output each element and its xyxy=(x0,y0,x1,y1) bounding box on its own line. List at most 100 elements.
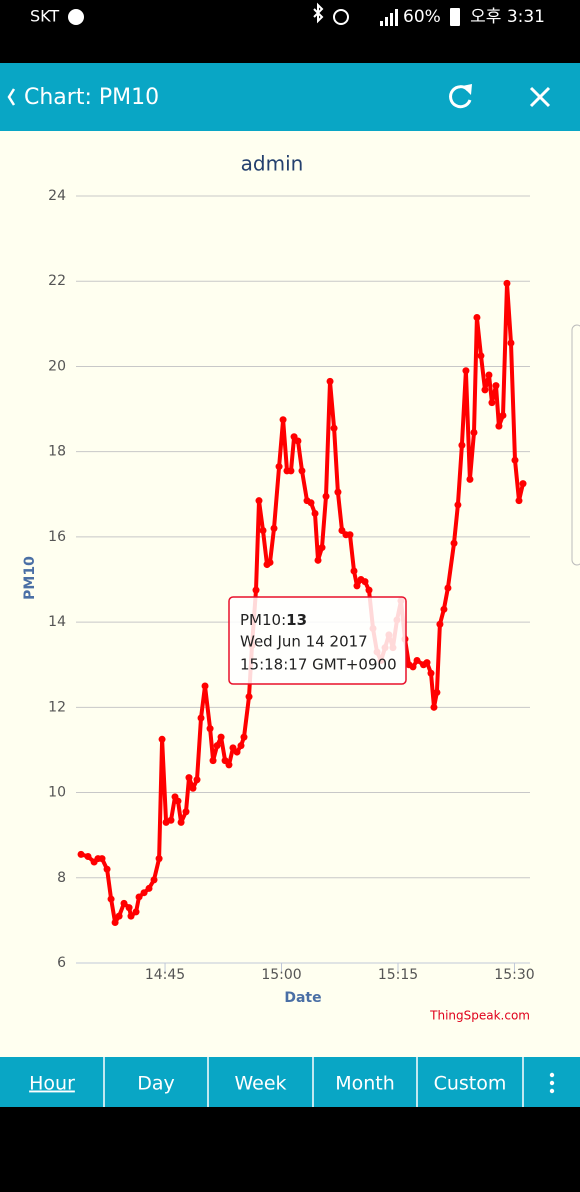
data-point xyxy=(423,659,431,667)
data-point xyxy=(365,586,373,594)
carrier: SKT xyxy=(30,7,59,26)
battery-level: 60% xyxy=(403,7,441,27)
data-point xyxy=(233,748,241,756)
data-point xyxy=(158,735,166,743)
data-point xyxy=(177,818,185,826)
app-title: Chart: PM10 xyxy=(24,85,159,110)
data-point xyxy=(135,893,143,901)
tooltip-date: Wed Jun 14 2017 xyxy=(240,633,368,651)
tooltip-series: PM10: xyxy=(240,611,286,629)
data-point xyxy=(266,558,274,566)
tab[interactable]: Month xyxy=(335,1073,395,1095)
data-point xyxy=(259,526,267,534)
data-point xyxy=(287,467,295,475)
data-point xyxy=(206,725,214,733)
data-point xyxy=(155,855,163,863)
data-point xyxy=(150,876,158,884)
data-point xyxy=(409,663,417,671)
data-point xyxy=(503,279,511,287)
data-point xyxy=(193,776,201,784)
chart-background xyxy=(0,131,580,1057)
tooltip: PM10:13 Wed Jun 14 2017 15:18:17 GMT+0900 xyxy=(228,596,407,685)
data-point xyxy=(454,501,462,509)
data-point xyxy=(350,567,358,575)
data-point xyxy=(252,586,260,594)
data-point xyxy=(481,386,489,394)
data-point xyxy=(120,899,128,907)
tab[interactable]: Hour xyxy=(29,1073,75,1095)
data-point xyxy=(115,912,123,920)
y-tick-label: 24 xyxy=(48,188,66,204)
data-point xyxy=(275,463,283,471)
alarm-icon xyxy=(333,9,349,25)
data-point xyxy=(225,761,233,769)
x-tick-label: 15:15 xyxy=(378,967,418,983)
data-point xyxy=(444,584,452,592)
tooltip-line: PM10:13 xyxy=(240,611,307,629)
data-point xyxy=(245,693,253,701)
refresh-button[interactable] xyxy=(449,84,472,109)
data-point xyxy=(466,475,474,483)
y-tick-label: 18 xyxy=(48,444,66,460)
data-point xyxy=(145,884,153,892)
data-point xyxy=(477,352,485,360)
more-button[interactable] xyxy=(549,1072,555,1094)
data-point xyxy=(318,544,326,552)
tab[interactable]: Custom xyxy=(434,1073,507,1095)
tab-bar xyxy=(0,1057,580,1107)
data-point xyxy=(450,539,458,547)
y-tick-label: 10 xyxy=(48,785,66,801)
data-point xyxy=(427,669,435,677)
data-point xyxy=(326,377,334,385)
data-point xyxy=(307,499,315,507)
data-point xyxy=(473,313,481,321)
y-tick-label: 22 xyxy=(48,273,66,289)
data-point xyxy=(488,399,496,407)
x-tick-label: 15:00 xyxy=(261,967,301,983)
bluetooth-icon xyxy=(313,2,324,24)
data-point xyxy=(240,733,248,741)
data-point xyxy=(314,556,322,564)
data-point xyxy=(440,605,448,613)
y-tick-label: 12 xyxy=(48,699,66,715)
data-point xyxy=(189,784,197,792)
data-point xyxy=(201,682,209,690)
data-point xyxy=(237,742,245,750)
y-tick-label: 8 xyxy=(57,870,66,886)
data-point xyxy=(270,524,278,532)
data-point xyxy=(330,424,338,432)
data-point xyxy=(174,797,182,805)
data-point xyxy=(495,422,503,430)
clock: 오후 3:31 xyxy=(470,7,545,27)
data-point xyxy=(132,908,140,916)
x-tick-label: 14:45 xyxy=(145,967,185,983)
close-button[interactable] xyxy=(529,86,551,108)
data-point xyxy=(511,456,519,464)
credit[interactable]: ThingSpeak.com xyxy=(429,1009,530,1023)
back-button[interactable] xyxy=(7,88,16,106)
data-point xyxy=(311,509,319,517)
data-point xyxy=(470,428,478,436)
data-point xyxy=(515,497,523,505)
data-point xyxy=(140,889,148,897)
data-point xyxy=(519,480,527,488)
data-point xyxy=(485,371,493,379)
data-point xyxy=(353,582,361,590)
data-point xyxy=(111,919,119,927)
battery-icon xyxy=(450,8,460,26)
tab[interactable]: Day xyxy=(137,1073,175,1095)
data-point xyxy=(185,774,193,782)
data-point xyxy=(127,912,135,920)
data-point xyxy=(334,488,342,496)
data-point xyxy=(197,714,205,722)
tab[interactable]: Week xyxy=(234,1073,286,1095)
data-point xyxy=(433,688,441,696)
x-tick-label: 15:30 xyxy=(494,967,534,983)
tooltip-box xyxy=(228,596,407,685)
data-point xyxy=(346,531,354,539)
y-tick-label: 20 xyxy=(48,358,66,374)
data-point xyxy=(436,620,444,628)
signal-icon xyxy=(380,9,398,26)
data-point xyxy=(77,850,85,858)
data-point xyxy=(209,757,217,765)
